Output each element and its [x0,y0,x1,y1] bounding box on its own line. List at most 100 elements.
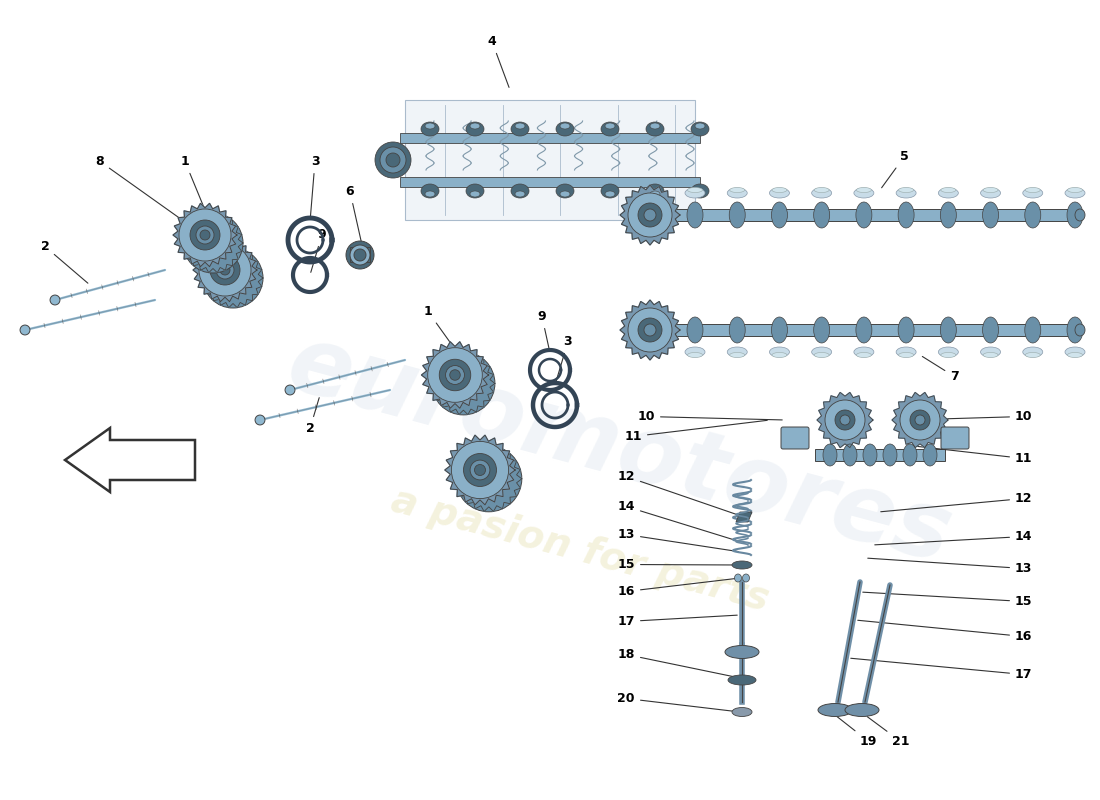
Ellipse shape [556,122,574,136]
Ellipse shape [685,188,705,198]
FancyBboxPatch shape [781,427,808,449]
Ellipse shape [421,184,439,198]
Circle shape [470,460,490,480]
Ellipse shape [1023,347,1043,357]
Circle shape [190,220,220,250]
Circle shape [432,352,495,415]
Ellipse shape [742,574,749,582]
Ellipse shape [845,703,879,717]
Circle shape [216,261,234,279]
Text: 13: 13 [868,558,1033,575]
Circle shape [200,230,210,240]
Text: 18: 18 [617,648,737,678]
Circle shape [638,318,662,342]
Polygon shape [204,248,263,308]
Ellipse shape [556,184,574,198]
Ellipse shape [896,347,916,357]
Ellipse shape [1067,202,1084,228]
Ellipse shape [470,191,480,197]
Ellipse shape [812,347,832,357]
Ellipse shape [814,187,829,193]
Ellipse shape [646,122,664,136]
Text: 13: 13 [617,528,738,551]
Text: 8: 8 [96,155,183,220]
Text: 14: 14 [617,500,738,541]
Ellipse shape [772,353,786,358]
Ellipse shape [688,187,703,193]
Ellipse shape [601,122,619,136]
Ellipse shape [940,317,956,343]
Text: 5: 5 [881,150,909,188]
Ellipse shape [983,353,998,358]
Circle shape [199,244,251,296]
Circle shape [840,415,850,425]
Ellipse shape [1065,188,1085,198]
Ellipse shape [856,202,872,228]
Circle shape [350,245,370,265]
Ellipse shape [650,191,660,197]
Ellipse shape [1067,353,1082,358]
Ellipse shape [601,184,619,198]
Ellipse shape [727,188,747,198]
Ellipse shape [857,353,871,358]
Ellipse shape [729,353,745,358]
Text: 12: 12 [617,470,741,516]
Ellipse shape [982,202,999,228]
Circle shape [474,465,485,475]
Circle shape [179,209,231,261]
Text: 15: 15 [617,558,738,571]
Ellipse shape [732,707,752,717]
Bar [675,324,1080,336]
Ellipse shape [1025,353,1041,358]
Text: 3: 3 [310,155,319,219]
Text: a pasion for parts: a pasion for parts [387,482,773,618]
Circle shape [51,295,60,305]
Text: 3: 3 [556,335,572,382]
Ellipse shape [732,561,752,569]
Circle shape [379,147,406,173]
Polygon shape [620,185,680,245]
Ellipse shape [940,353,956,358]
Circle shape [196,226,214,244]
Polygon shape [65,428,195,492]
Ellipse shape [691,184,710,198]
Circle shape [439,359,471,390]
Bar [815,449,945,461]
Ellipse shape [814,317,829,343]
Ellipse shape [560,191,570,197]
Ellipse shape [688,353,703,358]
Text: 11: 11 [625,420,767,443]
Circle shape [375,142,411,178]
Text: 9: 9 [311,228,327,272]
Ellipse shape [814,353,829,358]
Ellipse shape [646,184,664,198]
Ellipse shape [982,317,999,343]
Circle shape [204,248,263,308]
Ellipse shape [769,188,790,198]
Polygon shape [892,393,948,447]
Ellipse shape [466,122,484,136]
Text: 1: 1 [180,155,204,207]
Text: 12: 12 [881,492,1033,512]
Text: 10: 10 [638,410,782,423]
Ellipse shape [515,123,525,129]
Text: 1: 1 [424,305,450,342]
Circle shape [455,446,521,512]
Circle shape [915,415,925,425]
Ellipse shape [899,353,914,358]
Polygon shape [421,342,488,408]
Bar [675,209,1080,221]
Circle shape [638,203,662,227]
Polygon shape [192,238,257,302]
Ellipse shape [735,574,741,582]
Ellipse shape [899,187,914,193]
Ellipse shape [843,444,857,466]
Text: 11: 11 [908,446,1033,465]
Ellipse shape [903,444,917,466]
Ellipse shape [1065,347,1085,357]
Ellipse shape [605,123,615,129]
Ellipse shape [940,187,956,193]
Ellipse shape [864,444,877,466]
FancyBboxPatch shape [940,427,969,449]
Ellipse shape [512,122,529,136]
